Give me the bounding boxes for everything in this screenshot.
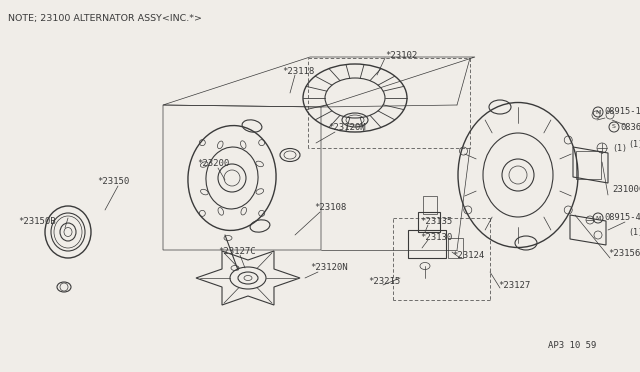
Text: *23118: *23118 — [282, 67, 314, 77]
Text: (1): (1) — [612, 144, 627, 153]
Text: *23200: *23200 — [197, 158, 229, 167]
Bar — [423, 196, 437, 214]
Text: *23127: *23127 — [498, 280, 531, 289]
Text: *23120M: *23120M — [328, 124, 365, 132]
Text: *23135: *23135 — [420, 218, 452, 227]
Text: *23215: *23215 — [368, 278, 400, 286]
Text: (1): (1) — [628, 141, 640, 150]
Text: (1): (1) — [628, 228, 640, 237]
Text: *23130: *23130 — [420, 232, 452, 241]
Text: 08915-1361A: 08915-1361A — [604, 108, 640, 116]
Text: AP3 10 59: AP3 10 59 — [548, 340, 596, 350]
Text: *23108: *23108 — [314, 203, 346, 212]
Text: *23127C: *23127C — [218, 247, 255, 257]
Text: M: M — [595, 215, 601, 221]
Text: *23150B: *23150B — [18, 218, 56, 227]
Text: *23124: *23124 — [452, 250, 484, 260]
Text: *23156: *23156 — [608, 248, 640, 257]
Bar — [408, 230, 446, 258]
Bar — [448, 238, 463, 258]
Text: M: M — [595, 109, 601, 115]
Text: *23150: *23150 — [97, 177, 129, 186]
Bar — [576, 151, 601, 179]
Text: 08360-51062: 08360-51062 — [620, 122, 640, 131]
Text: NOTE; 23100 ALTERNATOR ASSY<INC.*>: NOTE; 23100 ALTERNATOR ASSY<INC.*> — [8, 14, 202, 23]
Text: *23120N: *23120N — [310, 263, 348, 273]
Text: *23102: *23102 — [385, 51, 417, 60]
Text: 08915-43610: 08915-43610 — [604, 214, 640, 222]
Text: S: S — [612, 125, 616, 129]
Text: 23100C: 23100C — [612, 186, 640, 195]
Bar — [418, 212, 440, 232]
